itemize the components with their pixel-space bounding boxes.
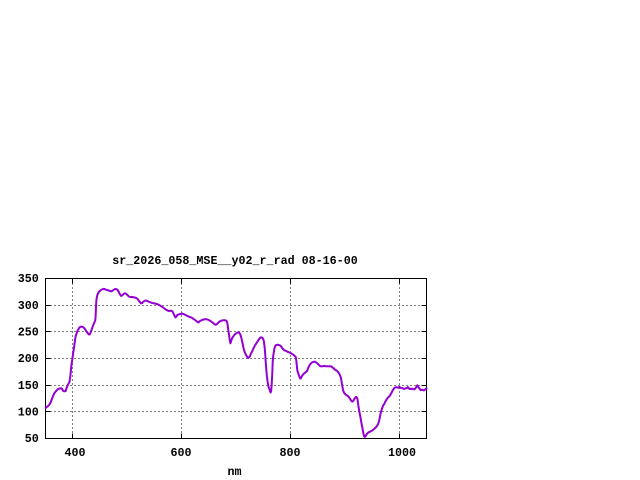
svg-text:sr_2026_058_MSE__y02_r_rad 08-: sr_2026_058_MSE__y02_r_rad 08-16-00 bbox=[112, 254, 357, 268]
svg-text:350: 350 bbox=[18, 272, 39, 286]
svg-text:1000: 1000 bbox=[388, 446, 416, 460]
svg-text:200: 200 bbox=[18, 352, 39, 366]
svg-text:100: 100 bbox=[18, 406, 39, 420]
svg-text:50: 50 bbox=[25, 432, 39, 446]
svg-text:150: 150 bbox=[18, 379, 39, 393]
svg-text:400: 400 bbox=[64, 446, 85, 460]
svg-text:250: 250 bbox=[18, 326, 39, 340]
svg-text:300: 300 bbox=[18, 299, 39, 313]
svg-text:nm: nm bbox=[227, 465, 241, 479]
svg-text:600: 600 bbox=[170, 446, 191, 460]
svg-text:800: 800 bbox=[279, 446, 300, 460]
